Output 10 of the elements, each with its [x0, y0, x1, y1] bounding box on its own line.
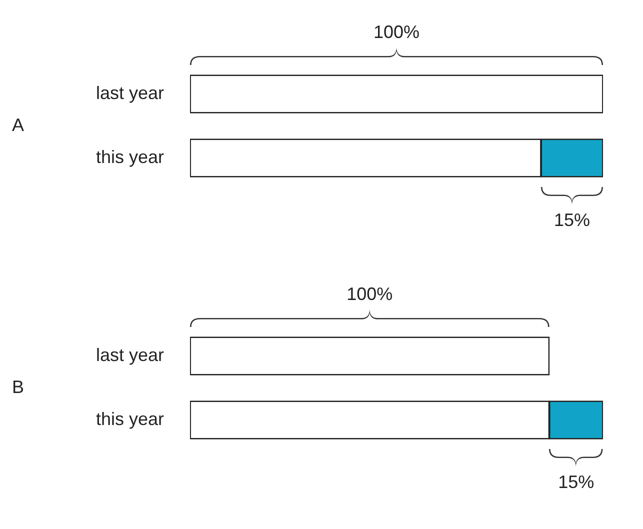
y-tick-label: this year	[96, 408, 164, 429]
y-tick-label: last year	[96, 344, 164, 365]
text: B	[12, 376, 24, 397]
text: 15%	[557, 471, 596, 493]
text: 15%	[553, 209, 592, 231]
y-tick-label: this year	[96, 146, 164, 167]
text: 100%	[346, 283, 394, 305]
text: A	[12, 114, 24, 135]
y-tick-label: last year	[96, 82, 164, 103]
text: 100%	[372, 21, 421, 43]
